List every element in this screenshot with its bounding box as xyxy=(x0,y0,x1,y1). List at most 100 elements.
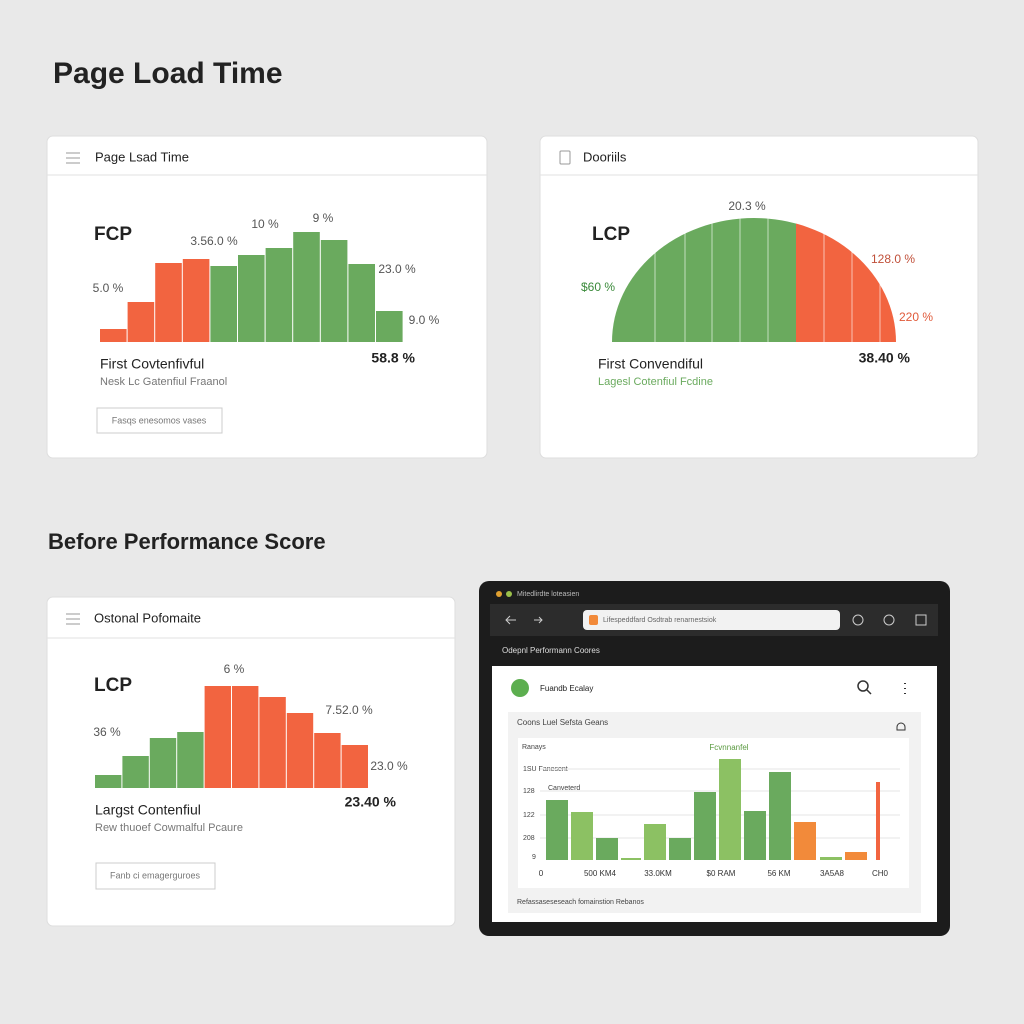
annotation: 10 % xyxy=(251,217,279,231)
bar xyxy=(293,232,320,342)
forward-button[interactable] xyxy=(534,616,543,624)
arc-dividers xyxy=(654,200,881,342)
chart-legend: Fcvnnanfel xyxy=(709,743,748,752)
toolbar-icon[interactable] xyxy=(852,614,864,626)
address-text: Lifespeddfard Osdtrab renarnestsiok xyxy=(603,617,717,624)
button[interactable] xyxy=(96,407,223,434)
metric-sublabel: Lagesl Cotenfiul Fcdine xyxy=(598,376,713,388)
annotation: $60 % xyxy=(581,280,615,294)
button[interactable] xyxy=(95,862,216,890)
metric-value: 58.8 % xyxy=(371,350,415,366)
y-label: 128 xyxy=(523,788,535,795)
annotation: 20.3 % xyxy=(728,199,766,213)
bar xyxy=(204,686,231,788)
annotation: 5.0 % xyxy=(93,281,124,295)
metric-label: First Covtenfivful xyxy=(100,356,204,372)
footer-text: Refassaseseseach fomainstion Rebanos xyxy=(517,899,644,906)
bar xyxy=(719,759,741,860)
chart-title: Ranays xyxy=(522,744,546,751)
x-label: 33.0KM xyxy=(644,869,672,878)
annotation: 23.0 % xyxy=(378,262,416,276)
bar xyxy=(820,857,842,860)
metric-name: FCP xyxy=(94,224,132,245)
annotation: 128.0 % xyxy=(871,252,915,266)
bar xyxy=(210,266,237,342)
metric-value: 23.40 % xyxy=(345,794,397,810)
arc-green xyxy=(612,218,796,342)
bar xyxy=(644,824,666,860)
button-label: Fanb ci emagerguroes xyxy=(110,870,201,880)
toolbar-icon[interactable] xyxy=(883,614,895,626)
back-button[interactable] xyxy=(505,615,516,625)
bar xyxy=(182,259,210,342)
metric-label: Largst Contenfiul xyxy=(95,802,201,818)
doc-icon[interactable] xyxy=(559,150,571,165)
y-label: 9 xyxy=(532,854,536,861)
bar xyxy=(546,800,568,860)
page-heading: Page Load Time xyxy=(53,57,283,90)
bar xyxy=(596,838,618,860)
search-icon[interactable] xyxy=(857,680,869,692)
app-title: Fuandb Ecalay xyxy=(540,684,593,693)
window-dot[interactable] xyxy=(496,591,502,597)
bar xyxy=(127,302,155,342)
bar xyxy=(259,697,286,788)
annotation: 3.56.0 % xyxy=(190,234,238,248)
window-dot[interactable] xyxy=(506,591,512,597)
bar xyxy=(265,248,293,342)
x-label: CH0 xyxy=(872,869,889,878)
bar xyxy=(876,782,880,860)
x-label: 56 KM xyxy=(767,869,790,878)
bar xyxy=(95,775,122,788)
y-label: 208 xyxy=(523,835,535,842)
x-label: 3A5A8 xyxy=(820,869,845,878)
bar xyxy=(238,255,265,342)
y-label: 122 xyxy=(523,812,535,819)
bar xyxy=(341,745,368,788)
bar xyxy=(744,811,766,860)
address-bar[interactable] xyxy=(583,610,840,630)
bar xyxy=(100,329,127,342)
panel-title: Coons Luel Sefsta Geans xyxy=(517,718,608,727)
bar xyxy=(177,732,204,788)
bar xyxy=(694,792,716,860)
x-label: 0 xyxy=(539,869,544,878)
bar xyxy=(376,311,403,342)
annotation: 36 % xyxy=(93,725,121,739)
card-title: Ostonal Pofomaite xyxy=(94,610,201,625)
bell-icon[interactable] xyxy=(896,722,906,731)
toolbar-icon[interactable] xyxy=(915,614,927,626)
bar xyxy=(621,858,641,860)
annotation: 7.52.0 % xyxy=(325,703,373,717)
bar xyxy=(669,838,691,860)
x-label: 500 KM4 xyxy=(584,869,617,878)
bar xyxy=(286,713,314,788)
site-icon xyxy=(589,615,598,625)
arc-red xyxy=(796,223,896,342)
annotation: 6 % xyxy=(224,662,245,676)
metric-value: 38.40 % xyxy=(859,350,911,366)
metric-name: LCP xyxy=(94,675,132,696)
annotation: 9.0 % xyxy=(409,313,440,327)
bar xyxy=(149,738,177,788)
x-label: $0 RAM xyxy=(707,869,736,878)
annotation: 220 % xyxy=(899,310,933,324)
menu-icon[interactable] xyxy=(66,613,80,625)
metric-sublabel: Nesk Lc Gatenfiul Fraanol xyxy=(100,376,227,388)
metric-sublabel: Rew thuoef Cowmalful Pcaure xyxy=(95,822,243,834)
metric-label: First Convendiful xyxy=(598,356,703,372)
arc-chart xyxy=(612,200,896,342)
bar xyxy=(845,852,867,860)
bar xyxy=(320,240,348,342)
menu-icon[interactable] xyxy=(66,152,80,164)
bar xyxy=(314,733,341,788)
bar xyxy=(794,822,816,860)
bar xyxy=(155,263,182,342)
y-label: Canveterd xyxy=(548,785,580,792)
bar xyxy=(769,772,791,860)
bar xyxy=(348,264,375,342)
section-heading: Before Performance Score xyxy=(48,529,326,554)
annotation: 9 % xyxy=(313,211,334,225)
